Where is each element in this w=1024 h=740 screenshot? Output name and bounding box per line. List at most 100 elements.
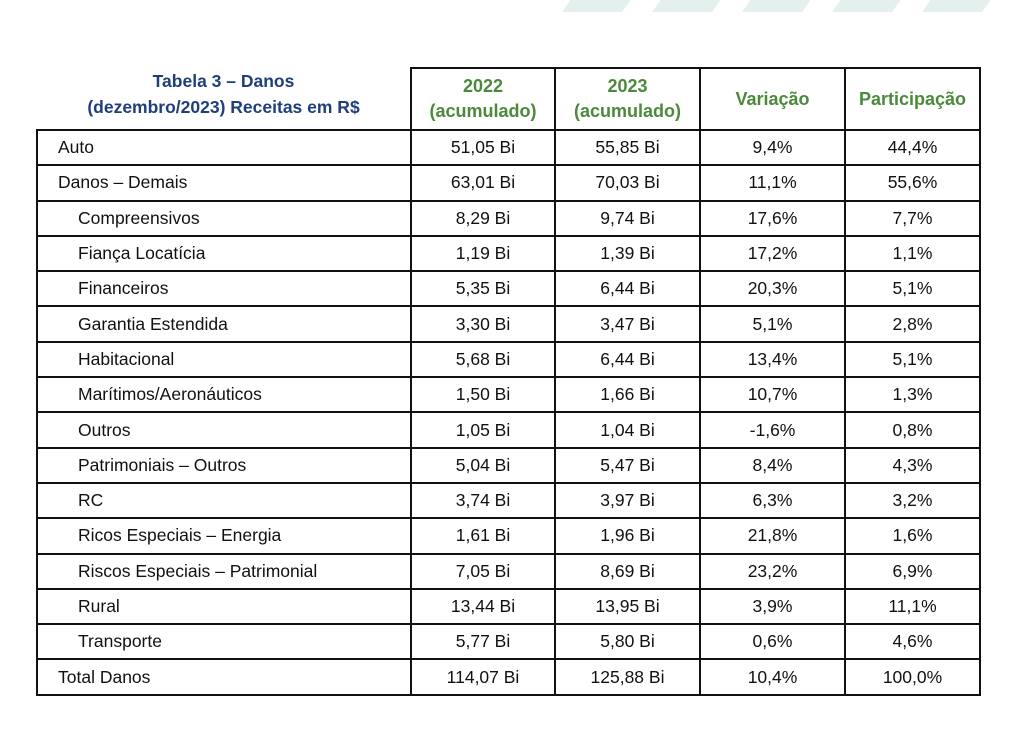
cell-2023: 1,39 Bi bbox=[554, 234, 701, 273]
cell-2022: 3,74 Bi bbox=[410, 481, 556, 520]
cell-2022: 114,07 Bi bbox=[410, 658, 556, 696]
header-2023-year: 2023 bbox=[607, 76, 648, 96]
cell-2023: 1,96 Bi bbox=[554, 517, 701, 555]
table-row: Marítimos/Aeronáuticos 1,50 Bi 1,66 Bi 10,7… bbox=[36, 376, 981, 414]
cell-participacao: 1,3% bbox=[844, 376, 981, 414]
cell-variacao: 10,7% bbox=[699, 376, 846, 414]
cell-participacao: 7,7% bbox=[844, 199, 981, 237]
row-label: Rural bbox=[36, 587, 412, 626]
row-label: Financeiros bbox=[36, 270, 412, 308]
table-row: Habitacional 5,68 Bi 6,44 Bi 13,4% 5,1% bbox=[36, 340, 981, 379]
row-label: Auto bbox=[36, 128, 412, 167]
table-row: Total Danos 114,07 Bi 125,88 Bi 10,4% 100,0% bbox=[36, 658, 981, 696]
cell-2023: 8,69 Bi bbox=[554, 552, 701, 590]
row-label: Garantia Estendida bbox=[36, 305, 412, 343]
cell-participacao: 4,6% bbox=[844, 623, 981, 661]
cell-2023: 3,47 Bi bbox=[554, 305, 701, 343]
cell-2023: 5,47 Bi bbox=[554, 446, 701, 484]
table-row: Ricos Especiais – Energia 1,61 Bi 1,96 Bi 2… bbox=[36, 517, 981, 555]
cell-2023: 125,88 Bi bbox=[554, 658, 701, 696]
table-row: Patrimoniais – Outros 5,04 Bi 5,47 Bi 8,4% 4… bbox=[36, 446, 981, 484]
cell-2022: 13,44 Bi bbox=[410, 587, 556, 626]
row-label: Total Danos bbox=[36, 658, 412, 696]
header-2022: 2022 (acumulado) bbox=[410, 67, 556, 131]
header-variacao: Variação bbox=[699, 67, 846, 131]
cell-2022: 5,35 Bi bbox=[410, 270, 556, 308]
cell-2022: 5,68 Bi bbox=[410, 340, 556, 379]
cell-participacao: 2,8% bbox=[844, 305, 981, 343]
cell-variacao: 6,3% bbox=[699, 481, 846, 520]
row-label: Outros bbox=[36, 411, 412, 449]
cell-variacao: -1,6% bbox=[699, 411, 846, 449]
cell-2023: 9,74 Bi bbox=[554, 199, 701, 237]
row-label: Transporte bbox=[36, 623, 412, 661]
table-row: Danos – Demais 63,01 Bi 70,03 Bi 11,1% 55,6% bbox=[36, 164, 981, 202]
header-2023-sub: (acumulado) bbox=[573, 101, 681, 121]
cell-2022: 1,61 Bi bbox=[410, 517, 556, 555]
table-row: Rural 13,44 Bi 13,95 Bi 3,9% 11,1% bbox=[36, 587, 981, 626]
row-label: RC bbox=[36, 481, 412, 520]
row-label: Danos – Demais bbox=[36, 164, 412, 202]
row-label: Habitacional bbox=[36, 340, 412, 379]
cell-variacao: 9,4% bbox=[699, 128, 846, 167]
table-row: Fiança Locatícia 1,19 Bi 1,39 Bi 17,2% 1,1% bbox=[36, 234, 981, 273]
cell-variacao: 8,4% bbox=[699, 446, 846, 484]
row-label: Riscos Especiais – Patrimonial bbox=[36, 552, 412, 590]
cell-2022: 1,05 Bi bbox=[410, 411, 556, 449]
cell-participacao: 0,8% bbox=[844, 411, 981, 449]
row-label: Marítimos/Aeronáuticos bbox=[36, 376, 412, 414]
cell-2022: 5,04 Bi bbox=[410, 446, 556, 484]
cell-variacao: 20,3% bbox=[699, 270, 846, 308]
cell-2022: 63,01 Bi bbox=[410, 164, 556, 202]
header-2023: 2023 (acumulado) bbox=[554, 67, 701, 131]
danos-table: Tabela 3 – Danos (dezembro/2023) Receita… bbox=[36, 67, 981, 696]
row-label: Fiança Locatícia bbox=[36, 234, 412, 273]
row-label: Ricos Especiais – Energia bbox=[36, 517, 412, 555]
cell-variacao: 17,6% bbox=[699, 199, 846, 237]
cell-participacao: 100,0% bbox=[844, 658, 981, 696]
cell-2023: 6,44 Bi bbox=[554, 340, 701, 379]
table-row: Compreensivos 8,29 Bi 9,74 Bi 17,6% 7,7% bbox=[36, 199, 981, 237]
cell-variacao: 17,2% bbox=[699, 234, 846, 273]
row-label: Compreensivos bbox=[36, 199, 412, 237]
table-row: Financeiros 5,35 Bi 6,44 Bi 20,3% 5,1% bbox=[36, 270, 981, 308]
cell-participacao: 55,6% bbox=[844, 164, 981, 202]
table-title-line2: (dezembro/2023) Receitas em R$ bbox=[87, 97, 360, 117]
table-row: RC 3,74 Bi 3,97 Bi 6,3% 3,2% bbox=[36, 481, 981, 520]
table-title: Tabela 3 – Danos (dezembro/2023) Receita… bbox=[37, 68, 411, 131]
cell-2023: 1,66 Bi bbox=[554, 376, 701, 414]
cell-variacao: 13,4% bbox=[699, 340, 846, 379]
cell-participacao: 4,3% bbox=[844, 446, 981, 484]
cell-variacao: 3,9% bbox=[699, 587, 846, 626]
cell-participacao: 11,1% bbox=[844, 587, 981, 626]
cell-participacao: 5,1% bbox=[844, 340, 981, 379]
cell-2023: 5,80 Bi bbox=[554, 623, 701, 661]
cell-2022: 8,29 Bi bbox=[410, 199, 556, 237]
cell-participacao: 1,1% bbox=[844, 234, 981, 273]
table-title-line1: Tabela 3 – Danos bbox=[152, 71, 295, 91]
table-row: Auto 51,05 Bi 55,85 Bi 9,4% 44,4% bbox=[36, 128, 981, 167]
header-decoration bbox=[554, 0, 1024, 12]
header-row: Tabela 3 – Danos (dezembro/2023) Receita… bbox=[37, 67, 981, 131]
cell-2022: 51,05 Bi bbox=[410, 128, 556, 167]
cell-2022: 1,19 Bi bbox=[410, 234, 556, 273]
cell-2023: 55,85 Bi bbox=[554, 128, 701, 167]
cell-2022: 3,30 Bi bbox=[410, 305, 556, 343]
cell-2023: 13,95 Bi bbox=[554, 587, 701, 626]
cell-variacao: 10,4% bbox=[699, 658, 846, 696]
cell-participacao: 3,2% bbox=[844, 481, 981, 520]
cell-variacao: 0,6% bbox=[699, 623, 846, 661]
cell-2022: 5,77 Bi bbox=[410, 623, 556, 661]
cell-2023: 6,44 Bi bbox=[554, 270, 701, 308]
cell-variacao: 5,1% bbox=[699, 305, 846, 343]
cell-2022: 7,05 Bi bbox=[410, 552, 556, 590]
header-participacao: Participação bbox=[844, 67, 981, 131]
header-2022-year: 2022 bbox=[462, 76, 504, 96]
cell-participacao: 5,1% bbox=[844, 270, 981, 308]
cell-2023: 1,04 Bi bbox=[554, 411, 701, 449]
header-2022-sub: (acumulado) bbox=[429, 101, 537, 121]
table-row: Outros 1,05 Bi 1,04 Bi -1,6% 0,8% bbox=[36, 411, 981, 449]
row-label: Patrimoniais – Outros bbox=[36, 446, 412, 484]
table-row: Riscos Especiais – Patrimonial 7,05 Bi 8,6… bbox=[36, 552, 981, 590]
cell-participacao: 6,9% bbox=[844, 552, 981, 590]
